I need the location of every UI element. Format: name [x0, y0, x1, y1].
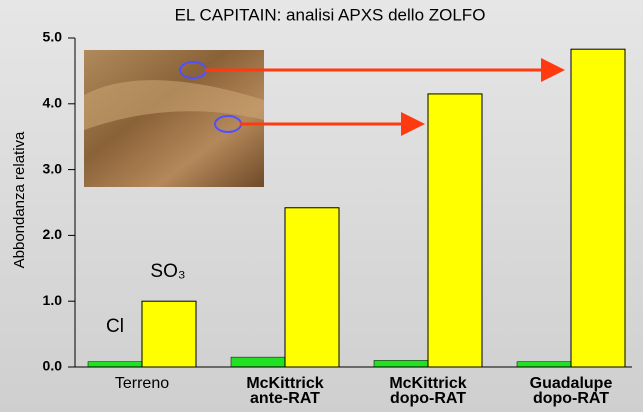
legend-label: Cl — [106, 316, 124, 337]
y-tick-label: 3.0 — [43, 160, 63, 176]
chart-title: EL CAPITAIN: analisi APXS dello ZOLFO — [175, 5, 486, 24]
bar — [427, 93, 483, 368]
rock-layer — [84, 80, 264, 130]
bar — [284, 207, 340, 368]
y-tick-label: 0.0 — [43, 358, 63, 374]
x-tick-label: McKittrick ante-RAT — [246, 375, 324, 407]
bar — [570, 48, 626, 368]
bar — [230, 356, 286, 368]
bar — [141, 300, 197, 368]
y-tick-label: 5.0 — [43, 29, 63, 45]
x-tick-label: Terreno — [114, 375, 170, 392]
legend-label: SO₃ — [150, 261, 185, 282]
y-tick-label: 1.0 — [43, 292, 63, 308]
y-axis-label: Abbondanza relativa — [11, 131, 28, 268]
x-tick-label: Guadalupe dopo-RAT — [529, 375, 613, 407]
bar — [87, 361, 143, 368]
bar — [373, 360, 429, 368]
x-tick-label: McKittrick dopo-RAT — [389, 375, 467, 407]
bar — [516, 361, 572, 368]
y-tick-label: 4.0 — [43, 95, 63, 111]
y-tick-label: 2.0 — [43, 226, 63, 242]
